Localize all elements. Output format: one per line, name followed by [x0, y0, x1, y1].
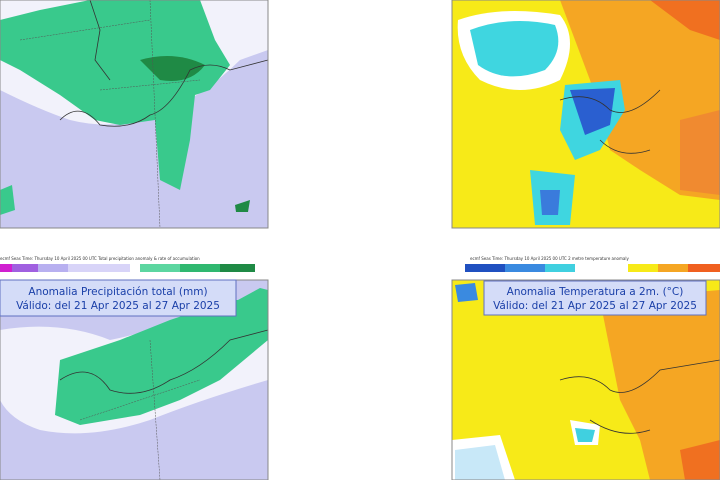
- valid-period: Válido: del 21 Apr 2025 al 27 Apr 2025: [16, 300, 220, 312]
- precip-colorbar: ecmf Seas Time: Thursday 10 April 2025 0…: [0, 256, 255, 272]
- precip-title-box: Anomalia Precipitación total (mm) Válido…: [0, 279, 237, 317]
- temp-title-box: Anomalia Temperatura a 2m. (°C) Válido: …: [483, 280, 707, 316]
- header: ecmf Seas Time: Thursday 10 April 2025 0…: [0, 256, 200, 261]
- valid-period: Válido: del 21 Apr 2025 al 27 Apr 2025: [493, 300, 697, 312]
- header: ecmf Seas Time: Thursday 10 April 2025 0…: [470, 256, 629, 261]
- temp-colorbar: ecmf Seas Time: Thursday 10 April 2025 0…: [465, 256, 720, 272]
- map-title: Anomalia Precipitación total (mm): [28, 286, 207, 298]
- temp-map-top: [451, 0, 720, 229]
- precip-map-top: [0, 0, 269, 229]
- map-title: Anomalia Temperatura a 2m. (°C): [507, 286, 684, 298]
